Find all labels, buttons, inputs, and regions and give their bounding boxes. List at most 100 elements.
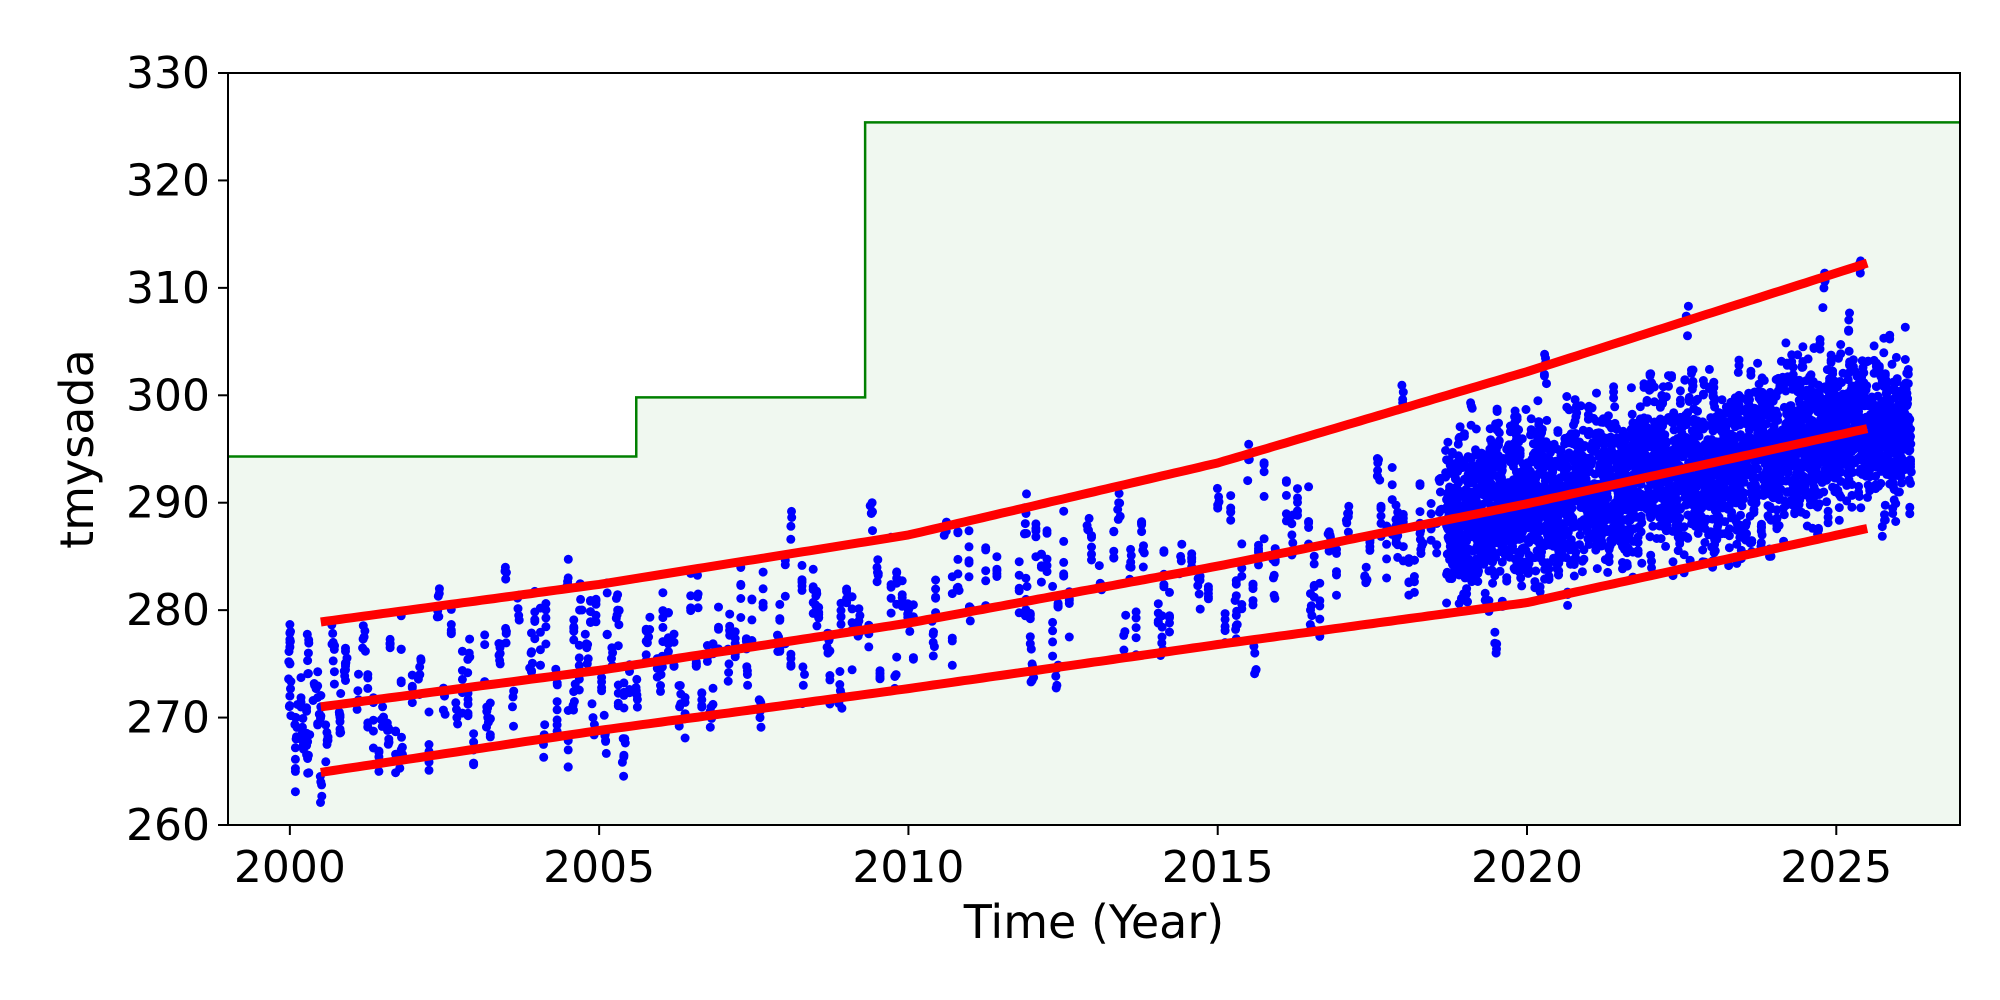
data-point — [939, 530, 949, 540]
data-point — [947, 589, 957, 599]
data-point — [1874, 361, 1884, 371]
data-point — [1306, 601, 1316, 611]
data-point — [787, 513, 797, 522]
data-point — [724, 659, 734, 669]
data-point — [303, 669, 313, 678]
data-point — [1776, 356, 1786, 366]
data-point — [1137, 520, 1147, 530]
data-point — [674, 681, 684, 691]
data-point — [736, 613, 746, 622]
data-point — [1876, 478, 1886, 488]
data-point — [686, 591, 696, 601]
data-point — [1788, 362, 1798, 372]
data-point — [1562, 461, 1572, 471]
data-point — [1087, 531, 1096, 541]
data-point — [1087, 555, 1096, 565]
data-point — [304, 635, 314, 645]
data-point — [303, 768, 313, 778]
data-point — [552, 680, 562, 690]
data-point — [552, 705, 562, 715]
data-point — [485, 714, 495, 724]
data-point — [1836, 349, 1846, 359]
data-point — [656, 686, 665, 696]
data-point — [992, 552, 1002, 562]
data-point — [451, 698, 461, 708]
data-point — [947, 660, 957, 670]
data-point — [1679, 550, 1689, 560]
data-point — [1344, 501, 1354, 511]
data-point — [1544, 575, 1554, 584]
data-point — [1546, 447, 1555, 457]
data-point — [1880, 515, 1890, 525]
data-point — [501, 629, 511, 638]
data-point — [482, 707, 492, 716]
data-point — [1627, 409, 1637, 419]
data-point — [1535, 582, 1545, 592]
data-point — [540, 720, 550, 730]
data-point — [358, 634, 368, 644]
data-point — [588, 713, 598, 723]
data-point — [457, 646, 467, 656]
data-point — [1025, 614, 1035, 624]
data-point — [1818, 303, 1828, 313]
data-point — [641, 636, 651, 646]
data-point — [358, 643, 368, 653]
data-point — [1815, 335, 1825, 344]
data-point — [1734, 355, 1744, 365]
data-point — [798, 662, 808, 672]
data-point — [1877, 531, 1887, 541]
data-point — [1540, 349, 1550, 359]
data-point — [1512, 414, 1522, 424]
data-point — [1891, 499, 1901, 509]
data-point — [495, 655, 505, 665]
data-point — [1020, 529, 1029, 539]
data-point — [1688, 381, 1698, 391]
data-point — [1700, 538, 1710, 547]
data-point — [508, 702, 517, 712]
data-point — [341, 661, 350, 671]
data-point — [1109, 527, 1119, 537]
data-point — [929, 627, 938, 637]
data-point — [669, 629, 679, 639]
data-point — [873, 555, 883, 565]
data-point — [1822, 497, 1832, 507]
data-point — [541, 605, 551, 615]
data-point — [1533, 396, 1543, 406]
data-point — [1774, 521, 1784, 530]
data-point — [786, 654, 796, 663]
data-point — [892, 652, 902, 662]
data-point — [864, 642, 874, 652]
data-point — [1244, 439, 1254, 449]
data-point — [1492, 407, 1502, 416]
data-point — [335, 712, 345, 722]
data-point — [1626, 383, 1636, 393]
data-point — [1724, 531, 1734, 541]
data-point — [1048, 637, 1058, 647]
data-point — [775, 615, 785, 625]
data-point — [1051, 683, 1061, 693]
data-point — [612, 610, 622, 620]
data-point — [1592, 564, 1602, 574]
data-point — [1633, 548, 1643, 558]
data-point — [591, 617, 601, 627]
data-point — [316, 711, 326, 721]
data-point — [1577, 567, 1587, 577]
data-point — [1749, 508, 1759, 518]
data-point — [808, 564, 818, 574]
data-point — [931, 575, 941, 585]
data-point — [1195, 604, 1205, 614]
data-point — [1471, 424, 1481, 434]
data-point — [1905, 502, 1915, 512]
data-point — [587, 699, 597, 709]
data-point — [1138, 562, 1148, 572]
data-point — [1579, 554, 1589, 564]
data-point — [1647, 563, 1656, 573]
data-point — [897, 590, 907, 600]
data-point — [1521, 405, 1531, 414]
data-point — [1834, 515, 1844, 525]
data-point — [875, 674, 885, 683]
data-point — [303, 648, 313, 658]
data-point — [407, 670, 417, 680]
data-point — [1502, 573, 1512, 583]
data-point — [374, 746, 384, 756]
